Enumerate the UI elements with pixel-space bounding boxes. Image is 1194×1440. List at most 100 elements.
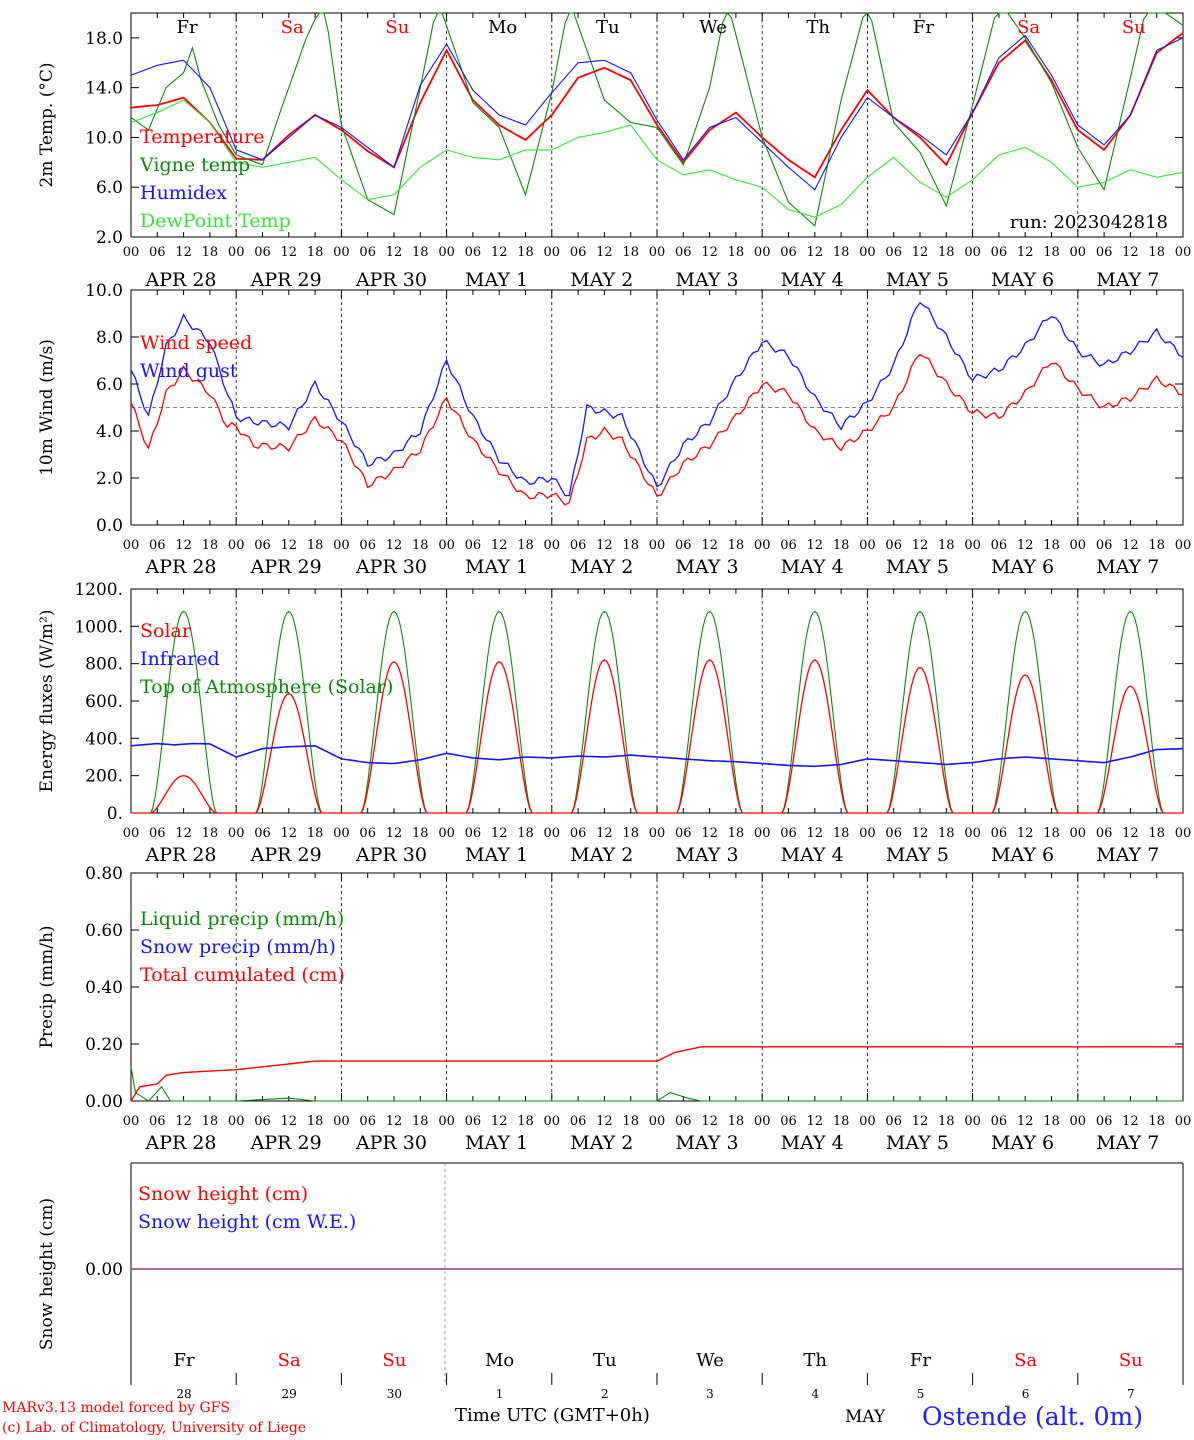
precip-hour-label: 12 — [386, 1114, 403, 1129]
energy-date-label: MAY 7 — [1096, 844, 1159, 866]
precip-hour-label: 06 — [1096, 1114, 1113, 1129]
wind-hour-label: 12 — [1122, 538, 1139, 553]
wind-date-label: MAY 3 — [675, 556, 738, 578]
temp-hour-label: 06 — [780, 245, 797, 260]
precip-hour-label: 00 — [964, 1114, 981, 1129]
energy-hour-label: 00 — [859, 826, 876, 841]
wind-date-label: MAY 5 — [886, 556, 949, 578]
temp-date-label: MAY 6 — [991, 269, 1054, 291]
precip-legend-total-cumulated-cm: Total cumulated (cm) — [140, 964, 345, 986]
precip-hour-label: 18 — [728, 1114, 745, 1129]
temp-hour-label: 12 — [175, 245, 192, 260]
temp-dow-label: Mo — [488, 17, 517, 38]
precip-hour-label: 00 — [123, 1114, 140, 1129]
precip-hour-label: 06 — [991, 1114, 1008, 1129]
energy-hour-label: 00 — [1070, 826, 1087, 841]
wind-hour-label: 18 — [833, 538, 850, 553]
temp-series-temperature — [130, 32, 1184, 179]
energy-hour-label: 06 — [675, 826, 692, 841]
temp-y-tick-label: 6.0 — [96, 178, 123, 198]
energy-y-tick-label: 1200. — [74, 580, 123, 600]
energy-hour-label: 12 — [596, 826, 613, 841]
temp-series-vigne-temp — [130, 12, 1184, 227]
energy-date-label: MAY 1 — [465, 844, 528, 866]
wind-y-tick-label: 10.0 — [85, 281, 123, 301]
energy-hour-label: 12 — [175, 826, 192, 841]
temp-hour-label: 00 — [438, 245, 455, 260]
temp-date-label: MAY 1 — [465, 269, 528, 291]
snow-dow-label: Su — [382, 1350, 406, 1371]
temp-hour-label: 06 — [991, 245, 1008, 260]
precip-hour-label: 12 — [175, 1114, 192, 1129]
temp-legend-dewpoint-temp: DewPoint Temp — [140, 210, 291, 232]
energy-hour-label: 06 — [254, 826, 271, 841]
energy-date-label: MAY 4 — [781, 844, 844, 866]
precip-hour-label: 00 — [438, 1114, 455, 1129]
snow-dom-label: 7 — [1127, 1387, 1135, 1401]
precip-hour-label: 12 — [281, 1114, 298, 1129]
wind-hour-label: 18 — [938, 538, 955, 553]
temp-y-axis-title: 2m Temp. (°C) — [37, 62, 57, 187]
temp-hour-label: 00 — [859, 245, 876, 260]
energy-hour-label: 18 — [307, 826, 324, 841]
temp-hour-label: 06 — [465, 245, 482, 260]
temp-hour-label: 00 — [649, 245, 666, 260]
temp-date-label: APR 28 — [144, 269, 216, 291]
energy-series-infrared — [130, 742, 1184, 768]
precip-date-label: MAY 1 — [465, 1132, 528, 1154]
wind-hour-label: 00 — [1175, 538, 1192, 553]
precip-y-tick-label: 0.40 — [85, 978, 123, 998]
precip-hour-label: 06 — [885, 1114, 902, 1129]
precip-hour-label: 06 — [149, 1114, 166, 1129]
wind-hour-label: 12 — [281, 538, 298, 553]
temp-date-label: MAY 3 — [675, 269, 738, 291]
temp-hour-label: 12 — [701, 245, 718, 260]
energy-date-label: MAY 6 — [991, 844, 1054, 866]
energy-hour-label: 00 — [964, 826, 981, 841]
temp-hour-label: 06 — [1096, 245, 1113, 260]
energy-y-tick-label: 800. — [85, 655, 123, 675]
wind-y-tick-label: 0.0 — [96, 516, 123, 536]
station-title: Ostende (alt. 0m) — [922, 1402, 1143, 1431]
temp-y-tick-label: 18.0 — [85, 29, 123, 49]
wind-hour-label: 00 — [859, 538, 876, 553]
wind-date-label: MAY 1 — [465, 556, 528, 578]
energy-y-tick-label: 400. — [85, 729, 123, 749]
temp-hour-label: 00 — [123, 245, 140, 260]
temp-hour-label: 18 — [307, 245, 324, 260]
energy-hour-label: 06 — [1096, 826, 1113, 841]
precip-hour-label: 12 — [596, 1114, 613, 1129]
energy-hour-label: 12 — [1017, 826, 1034, 841]
temp-hour-label: 06 — [885, 245, 902, 260]
energy-hour-label: 00 — [544, 826, 561, 841]
wind-hour-label: 18 — [1043, 538, 1060, 553]
energy-hour-label: 06 — [780, 826, 797, 841]
wind-hour-label: 06 — [254, 538, 271, 553]
energy-y-tick-label: 200. — [85, 767, 123, 787]
energy-hour-label: 00 — [1175, 826, 1192, 841]
energy-legend-solar: Solar — [140, 620, 192, 642]
precip-hour-label: 00 — [333, 1114, 350, 1129]
wind-hour-label: 18 — [1148, 538, 1165, 553]
energy-hour-label: 06 — [570, 826, 587, 841]
temp-series-dewpoint-temp — [130, 99, 1184, 218]
wind-hour-label: 06 — [359, 538, 376, 553]
temp-date-label: APR 30 — [355, 269, 427, 291]
wind-date-label: APR 28 — [144, 556, 216, 578]
energy-date-label: APR 30 — [355, 844, 427, 866]
temp-dow-label: Sa — [1017, 17, 1040, 38]
temp-hour-label: 06 — [675, 245, 692, 260]
snow-dow-label: Su — [1119, 1350, 1143, 1371]
energy-hour-label: 18 — [938, 826, 955, 841]
precip-hour-label: 12 — [1122, 1114, 1139, 1129]
snow-dow-label: Fr — [173, 1350, 194, 1371]
temp-hour-label: 12 — [807, 245, 824, 260]
temp-hour-label: 00 — [964, 245, 981, 260]
precip-series-cumulated — [130, 1046, 1183, 1102]
precip-y-tick-label: 0.00 — [85, 1092, 123, 1112]
snow-dom-label: 28 — [176, 1387, 191, 1401]
temp-legend-temperature: Temperature — [140, 126, 264, 148]
temp-hour-label: 12 — [386, 245, 403, 260]
energy-legend-infrared: Infrared — [140, 648, 220, 670]
precip-hour-label: 18 — [307, 1114, 324, 1129]
